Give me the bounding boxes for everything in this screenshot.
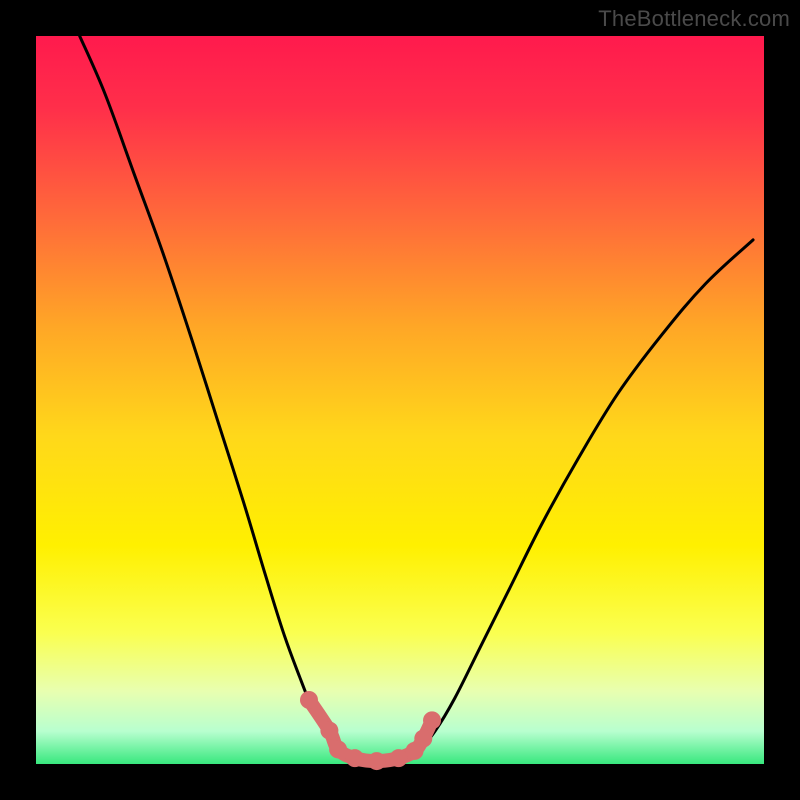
marker-dot (320, 722, 338, 740)
plot-background (36, 36, 764, 764)
marker-dot (368, 752, 386, 770)
marker-dot (300, 691, 318, 709)
marker-dot (390, 749, 408, 767)
bottleneck-chart (0, 0, 800, 800)
marker-dot (414, 730, 432, 748)
watermark-text: TheBottleneck.com (598, 6, 790, 32)
marker-dot (346, 749, 364, 767)
marker-dot (329, 740, 347, 758)
marker-dot (423, 711, 441, 729)
root-container: TheBottleneck.com (0, 0, 800, 800)
